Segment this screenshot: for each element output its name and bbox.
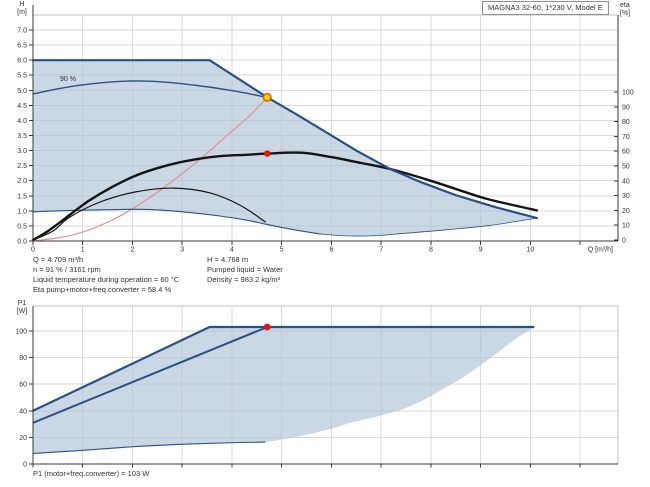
eta-duty-speed-curve xyxy=(32,187,266,241)
h-tick-label: 0.0 xyxy=(17,239,27,246)
eta-tick-label: 50 xyxy=(622,164,630,171)
duty-speed-text: n = 91 % / 3161 rpm xyxy=(33,265,101,274)
system-curve xyxy=(32,96,268,242)
h-tick-label: 3.0 xyxy=(17,148,27,155)
h-tick-label: 4.0 xyxy=(17,118,27,125)
h-tick-label: 1.0 xyxy=(17,208,27,215)
x-tick-label: 7 xyxy=(379,247,383,254)
h-tick-label: 1.5 xyxy=(17,193,27,200)
h-tick-label: 2.0 xyxy=(17,178,27,185)
h-axis-name: H xyxy=(19,1,25,8)
p1-caption-text: P1 (motor+freq.converter) = 103 W xyxy=(33,469,150,478)
p1-tick-label: 20 xyxy=(19,435,27,442)
eta-total-text: Eta pump+motor+freq.converter = 58.4 % xyxy=(33,285,172,294)
eta-axis-label: eta [%] xyxy=(620,2,630,18)
p1-axis-unit: [W] xyxy=(16,308,28,315)
min-speed-curve xyxy=(32,208,320,235)
x-tick-label: 10 xyxy=(527,247,535,254)
max-speed-envelope xyxy=(31,59,538,220)
h-axis-label: H [m] xyxy=(12,1,32,17)
eta-tick-label: 60 xyxy=(622,149,630,156)
eta-total-curve xyxy=(31,151,539,242)
operating-region-lower-edge xyxy=(318,217,538,237)
pumped-liquid-text: Pumped liquid = Water xyxy=(207,265,283,274)
eta-tick-label: 70 xyxy=(622,134,630,141)
p1-tick-label: 0 xyxy=(23,462,27,469)
p1-duty-line xyxy=(32,326,268,424)
h-tick-label: 6.5 xyxy=(17,43,27,50)
h-tick-label: 7.0 xyxy=(17,28,27,35)
p1-axis-label: P1 [W] xyxy=(12,300,32,316)
pump-title-box: MAGNA3 32-60, 1*230 V, Model E xyxy=(482,1,609,15)
p1-min-line xyxy=(32,441,266,454)
eta-tick-label: 80 xyxy=(622,119,630,126)
h-tick-label: 6.0 xyxy=(17,58,27,65)
eta-tick-label: 20 xyxy=(622,208,630,215)
eta-tick-label: 100 xyxy=(622,90,634,97)
p1-tick-label: 80 xyxy=(19,355,27,362)
h-tick-label: 2.5 xyxy=(17,163,27,170)
p1-operating-region xyxy=(33,327,534,454)
x-tick-label: 4 xyxy=(230,247,234,254)
x-tick-label: 2 xyxy=(131,247,135,254)
h-tick-label: 5.5 xyxy=(17,73,27,80)
x-tick-label: 8 xyxy=(429,247,433,254)
density-text: Density = 983.2 kg/m³ xyxy=(207,275,281,284)
eta-tick-label: 30 xyxy=(622,193,630,200)
h-tick-label: 4.5 xyxy=(17,103,27,110)
eta-tick-label: 0 xyxy=(622,238,626,245)
eta-tick-label: 10 xyxy=(622,223,630,230)
p1-tick-label: 40 xyxy=(19,408,27,415)
duty-point-marker xyxy=(262,92,272,102)
eta-duty-point-marker xyxy=(264,150,271,157)
liquid-temp-text: Liquid temperature during operation = 60… xyxy=(33,275,180,284)
x-tick-label: 9 xyxy=(479,247,483,254)
eta-tick-label: 40 xyxy=(622,178,630,185)
x-tick-label: 1 xyxy=(81,247,85,254)
h-tick-label: 5.0 xyxy=(17,88,27,95)
duty-head-text: H = 4.768 m xyxy=(207,255,249,264)
eta-axis-unit: [%] xyxy=(620,10,631,17)
x-tick-label: 6 xyxy=(329,247,333,254)
p1-tick-label: 100 xyxy=(15,329,27,336)
x-tick-label: 0 xyxy=(31,247,35,254)
x-axis-unit-label: Q [m³/h] xyxy=(588,247,613,254)
eta-axis-name: eta xyxy=(620,2,630,9)
eta-tick-label: 90 xyxy=(622,104,630,111)
x-tick-label: 3 xyxy=(180,247,184,254)
duty-flow-text: Q = 4.709 m³/h xyxy=(33,255,84,264)
x-tick-label: 5 xyxy=(280,247,284,254)
p1-tick-label: 60 xyxy=(19,382,27,389)
p1-axis-name: P1 xyxy=(17,300,27,307)
h-tick-label: 0.5 xyxy=(17,223,27,230)
p1-duty-point-marker xyxy=(263,323,271,331)
operating-region xyxy=(33,60,537,236)
speed-90pct-curve-label: 90 % xyxy=(60,76,76,83)
speed-90pct-curve xyxy=(32,80,268,98)
p1-max-line xyxy=(31,325,535,412)
h-axis-unit: [m] xyxy=(17,9,27,16)
h-tick-label: 3.5 xyxy=(17,133,27,140)
